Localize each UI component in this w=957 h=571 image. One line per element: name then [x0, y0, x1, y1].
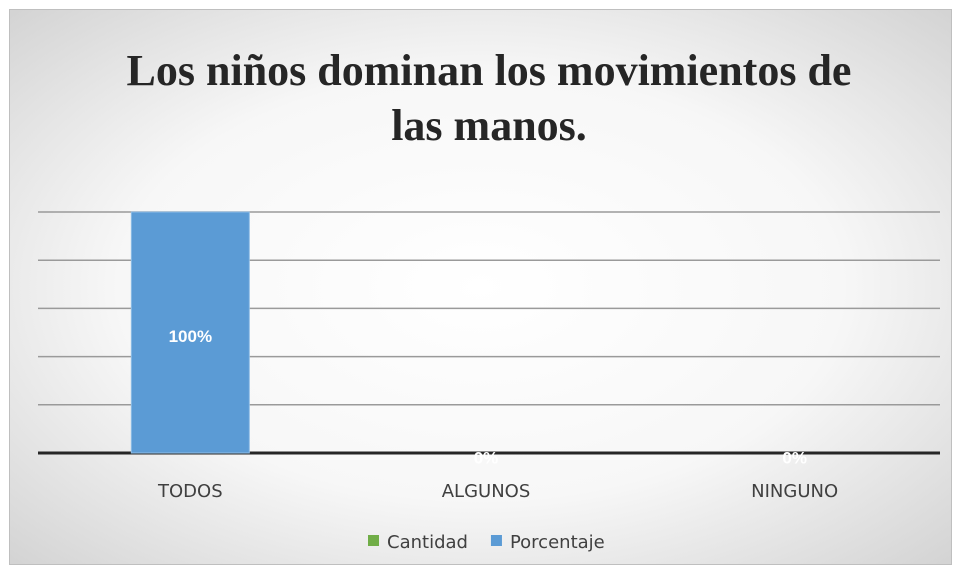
- legend-swatch: [368, 535, 379, 546]
- bar: [130, 211, 250, 454]
- legend-label: Cantidad: [387, 532, 468, 553]
- data-label: 100%: [169, 327, 212, 346]
- chart-title: las manos.: [391, 101, 587, 150]
- x-tick-label: NINGUNO: [751, 481, 838, 502]
- chart-title: Los niños dominan los movimientos de: [127, 46, 852, 95]
- legend-swatch: [490, 535, 502, 546]
- data-label: 0%: [474, 448, 499, 467]
- x-tick-label: ALGUNOS: [442, 481, 531, 502]
- data-label: 0%: [782, 448, 807, 467]
- legend-label: Porcentaje: [510, 532, 605, 553]
- x-tick-label: TODOS: [157, 481, 223, 502]
